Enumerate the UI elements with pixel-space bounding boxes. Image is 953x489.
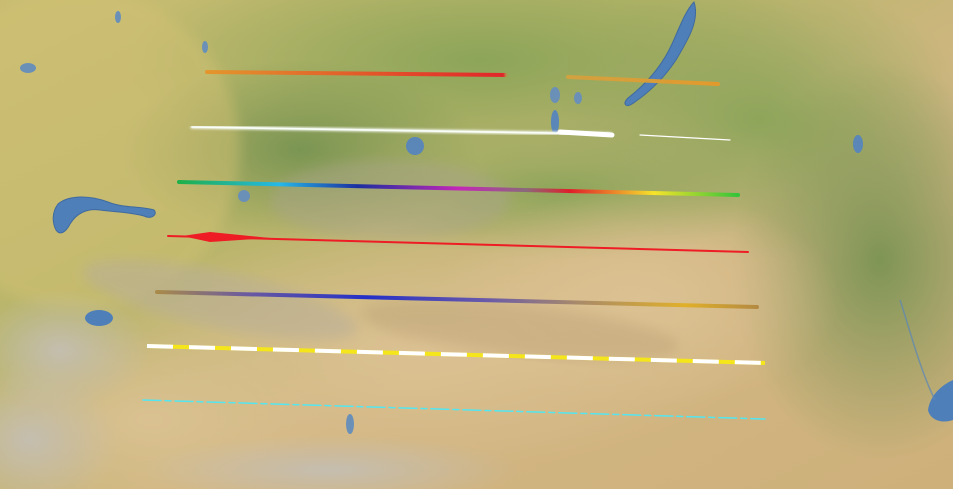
trajectory-line-3[interactable] [177,180,740,197]
lake-small-3 [115,11,121,23]
lake-small-6 [574,92,582,104]
lake-hulun [853,135,863,153]
lake-small-7 [346,414,354,434]
lake-issyk-kul [85,310,113,326]
trajectory-line-4-arrowhead [182,232,270,242]
lake-uvs [406,137,424,155]
lake-baikal [624,1,697,107]
trajectory-line-5[interactable] [155,290,759,309]
trajectory-line-2-tail [639,134,731,141]
trajectory-line-6[interactable] [146,344,766,365]
trajectory-line-4[interactable] [167,235,749,253]
lake-small-1 [20,63,36,73]
river-amur [899,299,936,401]
lake-small-4 [238,190,250,202]
trajectory-line-2-bulge [557,129,615,138]
trajectory-line-2-core [191,126,611,135]
water-bodies [20,1,953,434]
trajectory-line-1[interactable] [205,70,720,86]
lake-small-2 [202,41,208,53]
lake-khovsgol [551,110,559,134]
lake-small-5 [550,87,560,103]
trajectory-line-7[interactable] [142,399,766,420]
sea-of-japan-edge [928,380,953,422]
trajectory-lines [142,70,766,420]
lake-balkhash [52,196,156,234]
